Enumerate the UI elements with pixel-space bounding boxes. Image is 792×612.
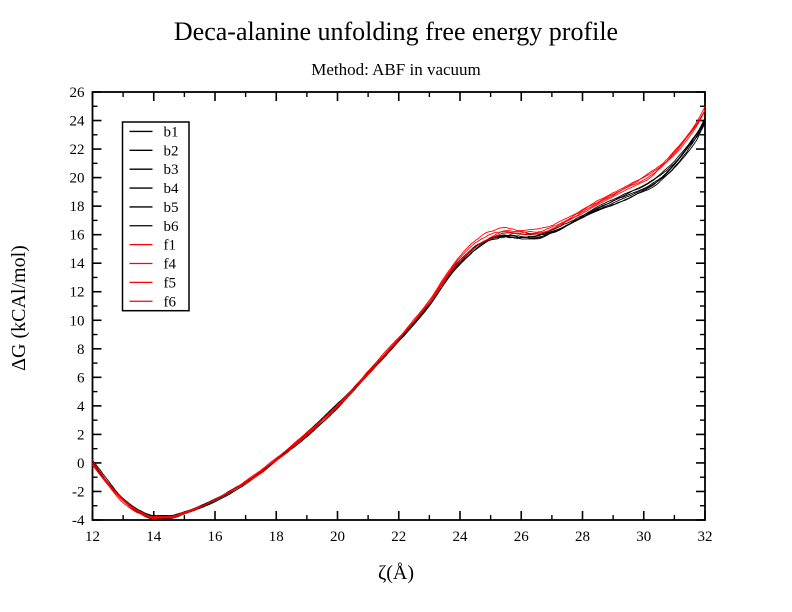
- svg-text:2: 2: [77, 427, 85, 443]
- svg-text:8: 8: [77, 342, 85, 358]
- svg-text:b4: b4: [164, 181, 180, 197]
- svg-text:10: 10: [70, 313, 85, 329]
- svg-text:12: 12: [70, 285, 85, 301]
- svg-text:14: 14: [70, 256, 86, 272]
- svg-text:24: 24: [70, 114, 86, 130]
- svg-text:b3: b3: [164, 162, 179, 178]
- svg-text:18: 18: [70, 199, 85, 215]
- svg-text:-2: -2: [72, 484, 85, 500]
- svg-text:4: 4: [77, 399, 85, 415]
- svg-text:f4: f4: [164, 257, 177, 273]
- svg-text:16: 16: [70, 228, 86, 244]
- svg-text:24: 24: [453, 529, 469, 545]
- svg-text:f5: f5: [164, 275, 177, 291]
- svg-text:32: 32: [698, 529, 713, 545]
- svg-text:20: 20: [330, 529, 345, 545]
- svg-text:b6: b6: [164, 219, 180, 235]
- svg-text:26: 26: [514, 529, 530, 545]
- svg-text:18: 18: [269, 529, 284, 545]
- svg-text:22: 22: [70, 142, 85, 158]
- svg-text:b2: b2: [164, 143, 179, 159]
- svg-text:0: 0: [77, 456, 85, 472]
- svg-text:-4: -4: [72, 513, 85, 529]
- svg-text:f1: f1: [164, 238, 177, 254]
- svg-text:28: 28: [575, 529, 590, 545]
- svg-text:12: 12: [85, 529, 100, 545]
- svg-text:16: 16: [208, 529, 224, 545]
- svg-text:22: 22: [391, 529, 406, 545]
- svg-text:b5: b5: [164, 200, 179, 216]
- svg-text:6: 6: [77, 370, 85, 386]
- svg-text:20: 20: [70, 171, 85, 187]
- svg-text:f6: f6: [164, 294, 177, 310]
- svg-text:26: 26: [70, 85, 86, 101]
- svg-text:30: 30: [636, 529, 651, 545]
- svg-text:b1: b1: [164, 124, 179, 140]
- svg-text:14: 14: [146, 529, 162, 545]
